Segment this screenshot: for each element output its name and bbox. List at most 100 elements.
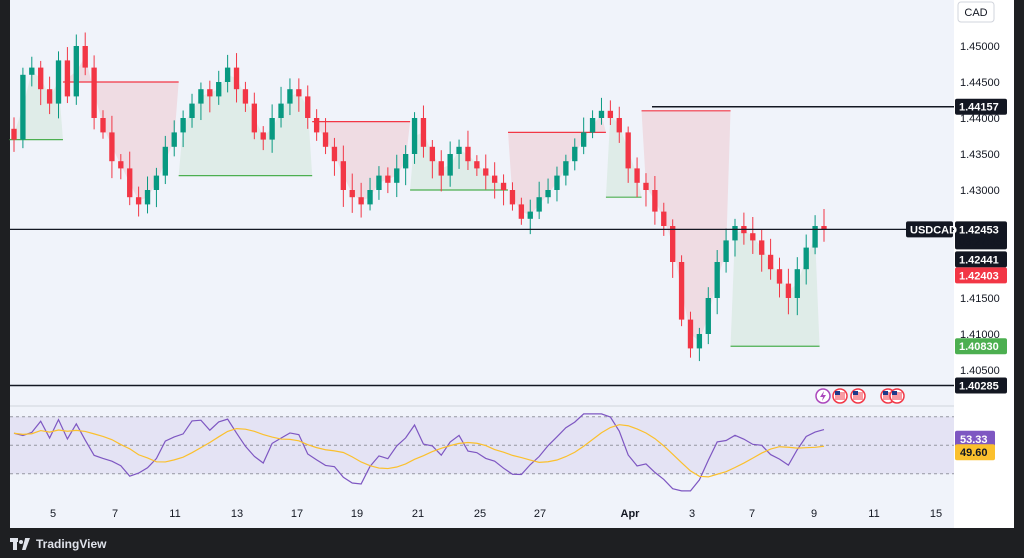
candle-body [696,334,703,349]
candle-body [625,132,631,169]
time-tick-label: 21 [412,508,424,520]
candle-body [509,190,516,205]
candle-body [189,103,195,118]
time-tick-label: 7 [749,508,755,520]
tradingview-logo[interactable]: TradingView [10,536,106,552]
candle-body [634,168,640,183]
candle-body [207,89,213,97]
candle-body [20,74,26,140]
supertrend-tag: 1.40830 [955,338,1007,355]
candle-body [322,132,329,147]
candle-body [536,197,542,212]
svg-text:53.33: 53.33 [960,434,988,446]
rsi-pane[interactable]: 60.0020.00 [10,416,988,495]
candle-body [162,146,168,176]
footer-bar [0,530,1024,558]
us-flag-icon[interactable] [850,388,866,404]
svg-text:USDCAD: USDCAD [910,224,957,236]
bid-price-tag: 1.42441 [955,251,1007,268]
supertrend-fill [605,114,642,198]
currency-badge: CAD [957,1,995,23]
candle-body [180,118,186,133]
time-axis[interactable]: 5 7 11 13 17 19 21 25 27 Apr 3 7 9 11 15 [10,504,954,528]
candle-body [767,254,774,270]
candle-body [367,190,373,205]
price-tick-label: 1.41500 [960,293,1000,305]
candle-body [278,103,284,118]
candle-body [456,146,462,154]
candle-body [331,146,338,162]
candle-body [581,132,587,147]
candle-body [607,110,614,118]
price-pane[interactable] [10,0,954,404]
price-tick-label: 1.40500 [960,365,1000,377]
time-tick-label: 15 [930,508,942,520]
lightning-icon[interactable] [815,388,831,404]
brand-name: TradingView [36,537,107,551]
svg-text:1.40830: 1.40830 [959,341,999,353]
svg-text:03:27:35: 03:27:35 [959,236,1002,248]
candle-body [759,240,765,255]
chart-canvas[interactable]: 60.0020.00 1.450001.445001.440001.435001… [0,0,1024,530]
svg-text:1.40285: 1.40285 [959,380,999,392]
supertrend-fill [730,229,820,347]
economic-events[interactable] [815,388,905,404]
svg-text:1.44157: 1.44157 [959,102,999,114]
candle-body [394,168,400,183]
candle-body [420,118,427,147]
candle-body [29,67,35,75]
candle-body [563,161,569,176]
price-tick-label: 1.45000 [960,41,1000,53]
candle-body [821,226,827,230]
candle-body [500,182,507,190]
price-tick-label: 1.44000 [960,113,1000,125]
candle-body [572,146,578,162]
candle-body [269,118,275,140]
candle-body [198,89,204,104]
rsi-ma-value-tag: 49.60 [955,444,995,461]
us-flag-icon[interactable] [832,388,848,404]
candle-body [661,211,667,226]
candle-body [313,118,320,133]
supertrend-fill [312,121,411,201]
candle-body [100,118,106,133]
candle-body [643,182,649,190]
candle-body [82,46,88,68]
time-tick-label: 11 [169,508,180,520]
candle-body [55,60,62,104]
candle-body [803,247,809,270]
candle-body [750,233,756,241]
candle-body [171,132,177,147]
candle-body [305,96,311,118]
candlestick-series [11,32,827,362]
candle-body [118,161,124,169]
candle-body [91,67,97,118]
candle-body [785,283,792,298]
candle-body [491,175,498,183]
candle-body [518,204,525,219]
candle-body [153,175,160,190]
candle-body [678,262,685,320]
candle-body [242,89,249,104]
candle-body [776,269,783,284]
candle-body [233,67,240,90]
horizontal-levels[interactable] [10,105,954,387]
rsi-line [13,413,825,492]
us-flag-icon[interactable] [889,388,905,404]
level-low-tag: 1.40285 [955,377,1007,394]
candle-body [109,132,115,162]
candle-body [794,269,800,298]
svg-text:1.42453: 1.42453 [959,224,999,236]
rsi-value-tag: 53.33 [955,430,995,447]
price-tick-label: 1.43000 [960,185,1000,197]
candle-body [705,298,711,334]
rsi-series [13,413,825,492]
price-tick-label: 1.41000 [960,329,1000,341]
candle-body [287,89,293,104]
symbol-tag: USDCAD [906,221,957,238]
svg-text:1.42403: 1.42403 [959,270,999,282]
time-tick-label: 27 [534,508,546,520]
candle-body [465,146,471,162]
